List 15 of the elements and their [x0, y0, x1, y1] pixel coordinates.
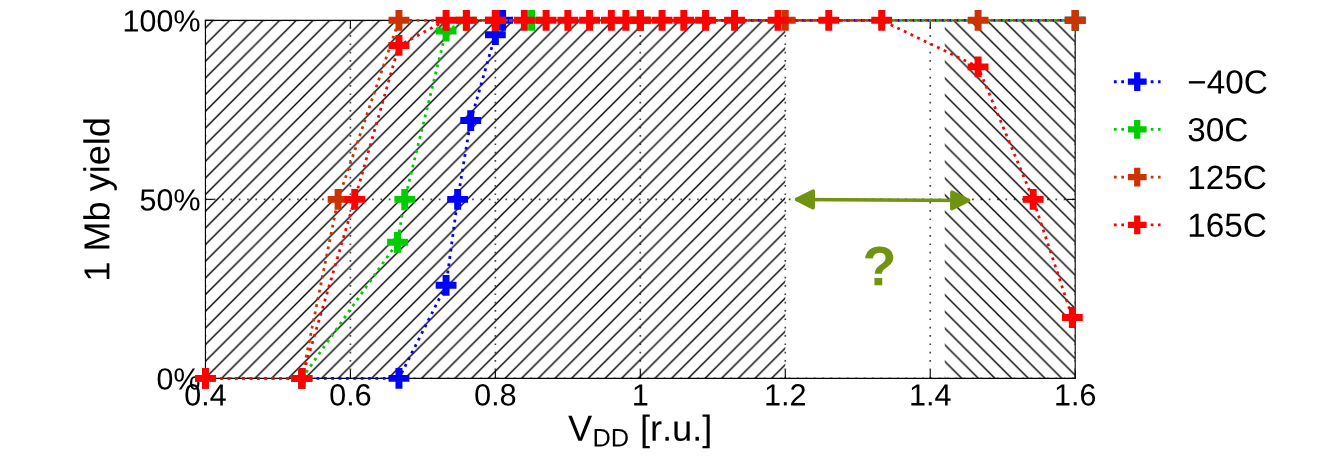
legend-label: 30C — [1188, 117, 1248, 142]
y-axis-title: 1 Mb yield — [83, 119, 117, 279]
annotation: ? — [865, 246, 894, 286]
x-tick-label: 1 — [634, 384, 648, 406]
x-tick-label: 0.6 — [330, 384, 371, 406]
legend-label: 165C — [1189, 213, 1266, 237]
x-axis-title: V$_{DD}$ [r.u.] — [568, 414, 710, 449]
x-tick-label: 1.6 — [1056, 384, 1096, 406]
x-tick-label: 0.8 — [475, 384, 516, 406]
y-tick-label: 50% — [140, 189, 200, 211]
x-tick-label: 1.4 — [911, 384, 951, 406]
x-tick-label: 1.2 — [766, 384, 805, 406]
legend-label: −40C — [1188, 70, 1267, 94]
y-tick-label: 100% — [124, 10, 200, 32]
legend-label: 125C — [1189, 165, 1266, 190]
